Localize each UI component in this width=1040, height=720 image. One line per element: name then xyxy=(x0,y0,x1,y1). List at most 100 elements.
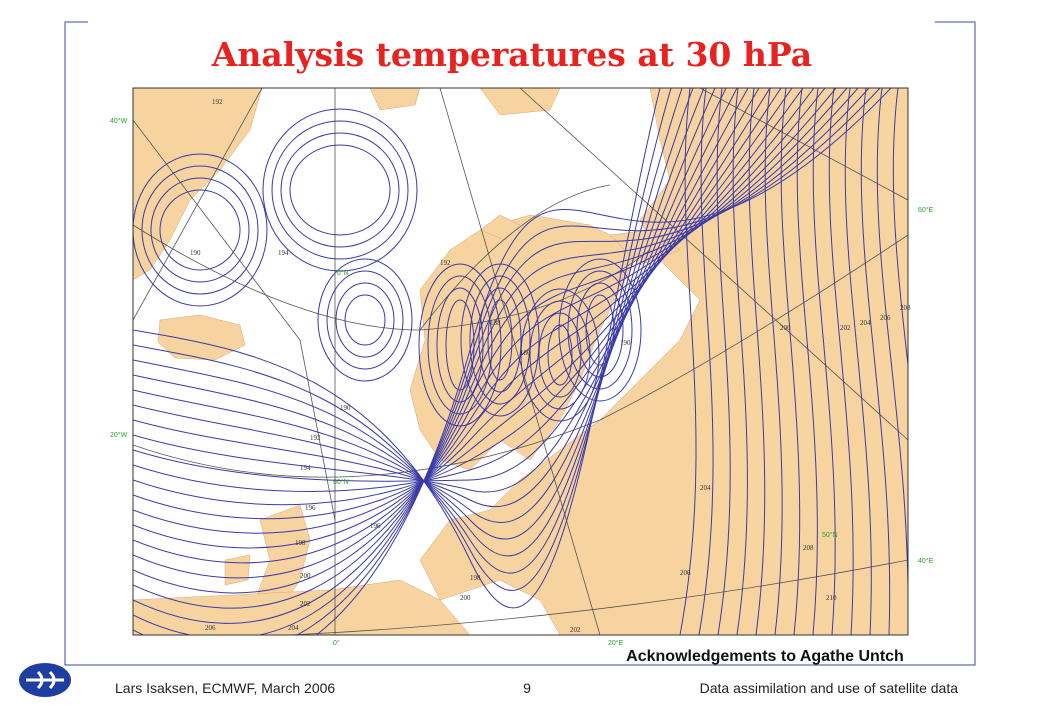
contour-line xyxy=(133,88,815,564)
contour-ring xyxy=(547,324,573,386)
contour-label: 210 xyxy=(826,594,837,602)
contour-ring xyxy=(317,258,413,382)
contour-label: 204 xyxy=(700,484,711,492)
title: Analysis temperatures at 30 hPa xyxy=(211,35,812,74)
footer-left: Lars Isaksen, ECMWF, March 2006 xyxy=(115,680,335,696)
graticule-label: 20°W xyxy=(110,431,128,439)
contour-ring xyxy=(487,299,513,381)
contours xyxy=(133,88,908,635)
contour-label: 208 xyxy=(900,304,911,312)
contour-label: 188 xyxy=(490,319,501,327)
contour-ring xyxy=(478,287,522,393)
contour-line xyxy=(133,88,661,609)
map-border xyxy=(132,87,909,636)
contour-label: 190 xyxy=(620,339,631,347)
contour-line xyxy=(748,88,766,635)
contour-ring xyxy=(335,282,395,358)
graticule-label: 20°E xyxy=(608,639,624,647)
contour-line xyxy=(716,88,731,635)
contour-line xyxy=(133,88,859,624)
contour-ring xyxy=(280,132,400,248)
contour-label: 186 xyxy=(520,349,531,357)
contour-ring xyxy=(141,165,259,295)
logo xyxy=(19,663,71,697)
frame xyxy=(64,21,976,666)
graticule-label: 0° xyxy=(333,639,340,647)
contour-label: 204 xyxy=(288,624,299,632)
contour-line xyxy=(698,88,714,635)
contour-ring xyxy=(159,189,241,271)
graticule-label: 60°E xyxy=(918,206,934,214)
contour-line xyxy=(860,88,891,635)
contour-label: 208 xyxy=(803,544,814,552)
contour-label: 206 xyxy=(880,314,891,322)
contour-label: 202 xyxy=(570,626,581,634)
page-number: 9 xyxy=(523,680,531,696)
contour-line xyxy=(133,88,804,549)
contour-line xyxy=(133,88,837,594)
contour-line xyxy=(133,88,881,635)
contour-ring xyxy=(344,294,386,346)
contour-line xyxy=(796,88,818,635)
contour-line xyxy=(892,88,908,370)
contour-ring xyxy=(520,288,600,422)
contour-ring xyxy=(469,275,531,405)
graticule-label: 60°N xyxy=(333,478,349,486)
contour-label: 202 xyxy=(300,600,311,608)
footer-right: Data assimilation and use of satellite d… xyxy=(700,680,959,696)
contour-label: 194 xyxy=(300,464,311,472)
contour-line xyxy=(844,88,872,635)
contour-ring xyxy=(567,270,633,390)
contour-line xyxy=(133,88,826,579)
contour-ring xyxy=(585,294,615,366)
contour-ring xyxy=(460,263,540,417)
acknowledgement: Acknowledgements to Agathe Untch xyxy=(626,648,904,665)
contour-label: 206 xyxy=(680,569,691,577)
map xyxy=(133,88,908,635)
contour-label: 192 xyxy=(310,434,321,442)
contour-ring xyxy=(150,177,250,283)
contour-line xyxy=(133,88,683,574)
graticule-label: 40°E xyxy=(918,557,934,565)
contour-label: 198 xyxy=(295,539,306,547)
contour-line xyxy=(133,88,870,635)
graticule-label: 50°N xyxy=(822,531,838,539)
contour-label: 200 xyxy=(460,594,471,602)
contour-label: 200 xyxy=(780,324,791,332)
contour-label: 192 xyxy=(440,259,451,267)
contour-ring xyxy=(436,287,484,403)
contour-ring xyxy=(262,108,418,272)
contour-line xyxy=(133,88,738,493)
contour-label: 200 xyxy=(300,572,311,580)
contour-line xyxy=(828,88,854,635)
contour-ring xyxy=(133,153,268,307)
contour-line xyxy=(732,88,748,635)
graticule-label: 40°W xyxy=(110,117,128,125)
contour-ring xyxy=(576,282,624,378)
contour-label: 190 xyxy=(340,404,351,412)
contour-ring xyxy=(271,120,409,260)
contour-ring xyxy=(427,275,493,415)
contour-label: 198 xyxy=(470,574,481,582)
contour-line xyxy=(812,88,836,635)
contour-label: 196 xyxy=(370,522,381,530)
contour-ring xyxy=(445,299,475,391)
contour-line xyxy=(133,88,716,523)
contour-label: 196 xyxy=(305,504,316,512)
contour-line xyxy=(876,88,908,635)
contour-line xyxy=(315,88,892,635)
contour-ring xyxy=(558,258,642,402)
contour-ring xyxy=(289,144,391,236)
contour-ring xyxy=(326,270,404,370)
contour-label: 194 xyxy=(278,249,289,257)
contour-line xyxy=(133,88,793,534)
contour-label: 204 xyxy=(860,319,871,327)
contour-label: 206 xyxy=(205,624,216,632)
contour-label: 192 xyxy=(212,98,223,106)
contour-line xyxy=(133,88,782,520)
contour-line xyxy=(780,88,801,635)
contour-line xyxy=(679,88,697,635)
graticule-label: 70°N xyxy=(333,269,349,277)
contour-label: 190 xyxy=(190,249,201,257)
